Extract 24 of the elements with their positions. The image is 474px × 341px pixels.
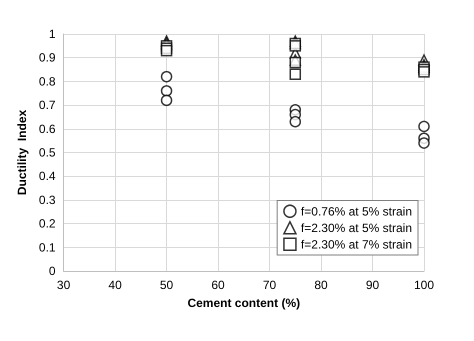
y-tick-label: 0.1 xyxy=(38,240,56,254)
y-tick-label: 0.4 xyxy=(38,169,56,184)
x-tick-label: 60 xyxy=(211,278,226,292)
x-tick-label: 70 xyxy=(262,278,277,292)
y-tick-label: 0.8 xyxy=(38,74,56,88)
x-tick-label: 30 xyxy=(56,278,71,292)
y-tick-label: 0.5 xyxy=(38,146,56,160)
x-tick-label: 40 xyxy=(108,278,122,292)
x-tick-label: 80 xyxy=(314,278,328,292)
x-tick-label: 90 xyxy=(366,278,380,292)
y-axis-title: Ductility Index xyxy=(15,110,29,196)
x-tick-label: 100 xyxy=(414,278,434,292)
legend-label: f=2.30% at 7% strain xyxy=(300,237,412,252)
y-tick-label: 0.2 xyxy=(38,216,56,231)
y-tick-label: 0.9 xyxy=(38,50,56,65)
y-tick-label: 1 xyxy=(48,27,56,41)
x-tick-label: 50 xyxy=(160,278,174,292)
y-tick-label: 0.3 xyxy=(38,192,56,207)
legend-label: f=2.30% at 5% strain xyxy=(300,220,412,235)
y-tick-label: 0.6 xyxy=(38,122,56,136)
legend-label: f=0.76% at 5% strain xyxy=(300,204,412,218)
y-tick-label: 0.7 xyxy=(38,98,56,112)
y-tick-label: 0 xyxy=(48,264,56,278)
x-axis-title: Cement content (%) xyxy=(187,296,300,310)
